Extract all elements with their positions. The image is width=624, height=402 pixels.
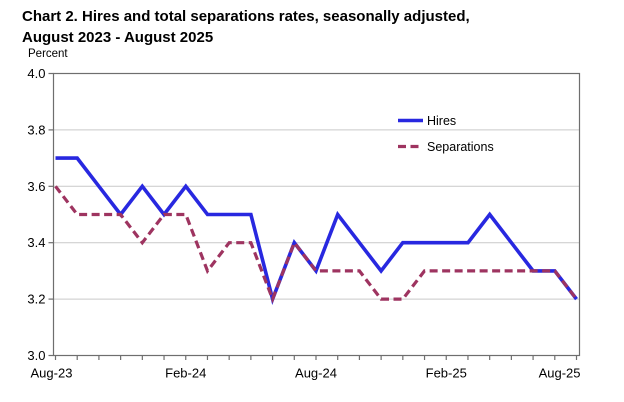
x-tick-label: Aug-24 [295, 366, 337, 381]
separations-line [54, 185, 578, 304]
data-series-layer [54, 156, 578, 306]
chart-title-line1: Chart 2. Hires and total separations rat… [22, 8, 470, 25]
chart-title: Chart 2. Hires and total separations rat… [22, 6, 602, 48]
x-tick-label: Feb-24 [165, 366, 206, 381]
chart-title-line2: August 2023 - August 2025 [22, 29, 214, 46]
x-tick-label: Feb-25 [426, 366, 467, 381]
y-tick-label: 3.6 [27, 179, 45, 194]
y-tick-label: 3.0 [27, 348, 45, 363]
y-axis-unit-label: Percent [28, 48, 68, 60]
x-tick-label: Aug-23 [31, 366, 73, 381]
y-tick-label: 3.8 [27, 122, 45, 137]
axis-ticks-layer [48, 72, 578, 360]
y-tick-label: 3.2 [27, 292, 45, 307]
plot-frame [52, 72, 581, 357]
plot-frame-layer [52, 72, 581, 357]
legend: Hires Separations [398, 114, 494, 154]
y-tick-label: 3.4 [27, 235, 45, 250]
axis-labels-layer: 3.0 3.2 3.4 3.6 3.8 4.0 Aug-23 Feb-24 Aug-24 Feb-… [27, 66, 580, 381]
hires-line [55, 156, 578, 306]
y-tick-label: 4.0 [27, 66, 45, 81]
legend-separations-label: Separations [427, 140, 494, 154]
x-tick-label: Aug-25 [539, 366, 581, 381]
legend-hires-label: Hires [427, 114, 456, 128]
